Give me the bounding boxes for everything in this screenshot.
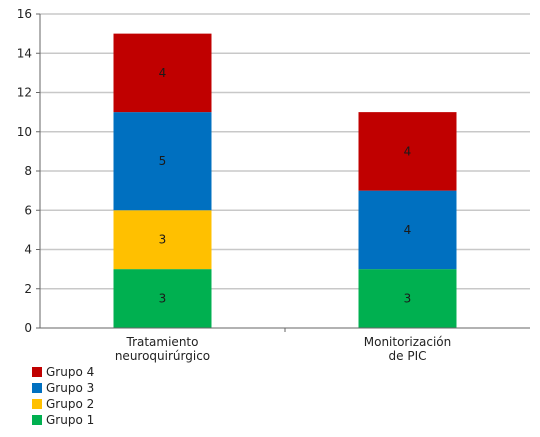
bar-segment-grupo-4 [113,33,212,113]
legend-swatch [32,399,42,409]
axes [36,13,530,332]
bar-segment-grupo-2 [113,210,212,270]
y-tick-label: 16 [17,7,32,21]
legend-swatch [32,383,42,393]
legend-item: Grupo 2 [32,396,94,412]
legend-item: Grupo 4 [32,364,94,380]
y-tick-label: 14 [17,46,32,60]
y-tick-label: 6 [24,203,32,217]
y-tick-label: 2 [24,282,32,296]
bars: 3 3 5 4 3 4 4 [113,33,457,328]
bar-segment-grupo-3 [358,190,457,270]
legend: Grupo 4 Grupo 3 Grupo 2 Grupo 1 [32,364,94,428]
data-label: 4 [404,223,412,237]
y-tick-label: 4 [24,243,32,257]
legend-label: Grupo 3 [46,381,95,395]
y-tick-label: 0 [24,321,32,335]
data-label: 4 [159,66,167,80]
y-tick-label: 12 [17,86,32,100]
bar-segment-grupo-4 [358,112,457,191]
legend-item: Grupo 1 [32,412,94,428]
bar-segment-grupo-3 [113,112,212,211]
legend-swatch [32,367,42,377]
legend-swatch [32,415,42,425]
bar-segment-grupo-1 [113,269,212,328]
data-label: 3 [404,292,412,306]
data-label: 3 [159,233,167,247]
data-label: 5 [159,154,167,168]
legend-label: Grupo 2 [46,397,95,411]
y-axis-tick-labels: 0 2 4 6 8 10 12 14 16 [17,7,32,335]
bar-segment-grupo-1 [358,269,457,328]
x-category-label: Monitorización [364,335,451,349]
legend-label: Grupo 1 [46,413,95,427]
y-tick-label: 10 [17,125,32,139]
legend-item: Grupo 3 [32,380,94,396]
data-label: 4 [404,144,412,158]
x-category-label: Tratamiento [126,335,199,349]
legend-label: Grupo 4 [46,365,95,379]
data-label: 3 [159,292,167,306]
x-category-label: de PIC [389,349,427,363]
x-category-label: neuroquirúrgico [115,349,210,363]
y-tick-label: 8 [24,164,32,178]
